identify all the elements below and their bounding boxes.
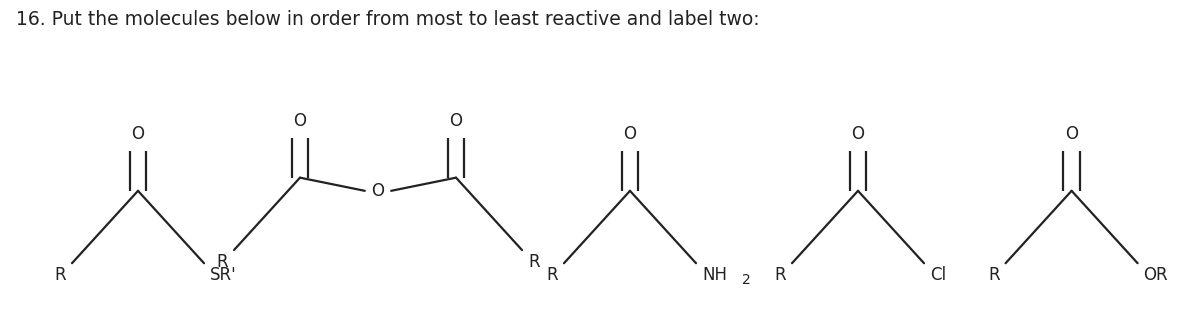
Text: O: O <box>624 125 636 143</box>
Text: R: R <box>216 253 228 271</box>
Text: NH: NH <box>702 266 727 285</box>
Text: O: O <box>1066 125 1078 143</box>
Text: R: R <box>546 266 558 285</box>
Text: 2: 2 <box>742 273 750 287</box>
Text: O: O <box>450 112 462 130</box>
Text: Cl: Cl <box>930 266 946 285</box>
Text: O: O <box>852 125 864 143</box>
Text: 16. Put the molecules below in order from most to least reactive and label two:: 16. Put the molecules below in order fro… <box>16 10 760 29</box>
Text: O: O <box>372 182 384 200</box>
Text: OR: OR <box>1144 266 1169 285</box>
Text: R: R <box>528 253 540 271</box>
Text: O: O <box>132 125 144 143</box>
Text: SR': SR' <box>210 266 236 285</box>
Text: O: O <box>294 112 306 130</box>
Text: R: R <box>774 266 786 285</box>
Text: R: R <box>54 266 66 285</box>
Text: R: R <box>988 266 1000 285</box>
